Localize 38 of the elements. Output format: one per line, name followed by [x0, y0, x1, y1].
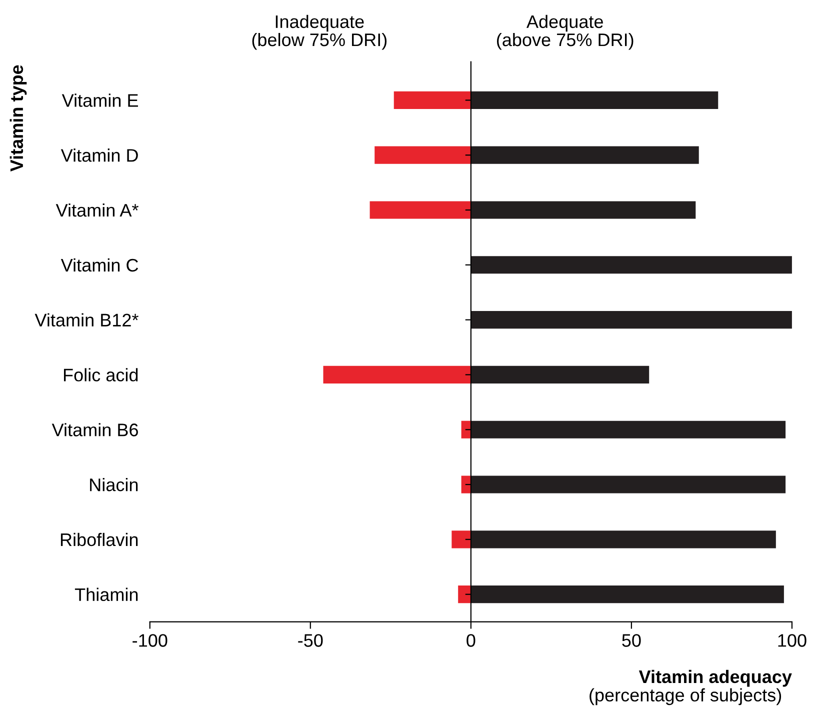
bar	[470, 91, 718, 109]
bar	[452, 530, 471, 548]
x-tick-label: -50	[298, 634, 323, 647]
y-tick-label: Niacin	[90, 478, 138, 492]
y-tick-label: Vitamin A*	[56, 203, 138, 217]
x-tick-label: 100	[778, 634, 806, 647]
bar	[461, 476, 471, 494]
bar	[470, 420, 786, 438]
x-tick-label: 50	[622, 634, 641, 647]
bar	[470, 366, 650, 384]
y-tick-label: Vitamin D	[60, 148, 138, 162]
bar	[370, 201, 471, 219]
x-tick-label: 0	[466, 634, 476, 647]
x-tick-label: -100	[132, 634, 168, 647]
bar	[458, 586, 471, 604]
y-tick-label: Vitamin E	[62, 94, 138, 107]
y-tick-label: Vitamin B6	[52, 423, 138, 436]
bar	[470, 201, 696, 219]
bar	[461, 420, 471, 438]
bar	[470, 256, 792, 274]
bar	[470, 311, 792, 329]
bar	[323, 366, 471, 384]
bar	[470, 586, 784, 604]
y-tick-label: Thiamin	[74, 588, 138, 602]
y-tick-label: Folic acid	[64, 368, 138, 382]
bar	[374, 146, 471, 164]
bar	[470, 476, 786, 494]
text: Adequate (above 75% DRI)	[496, 14, 634, 50]
bar	[470, 530, 776, 548]
y-axis-title: Vitamin type	[10, 65, 27, 172]
y-tick-label: Vitamin B12*	[34, 313, 138, 327]
x-axis-title: Vitamin adequacy	[638, 670, 792, 687]
y-tick-label: Riboflavin	[60, 532, 138, 546]
text: (percentage of subjects)	[590, 688, 782, 706]
y-tick-label: Vitamin C	[60, 258, 138, 272]
text: Inadequate (below 75% DRI)	[252, 14, 387, 50]
bar	[394, 91, 471, 109]
bar	[470, 146, 699, 164]
